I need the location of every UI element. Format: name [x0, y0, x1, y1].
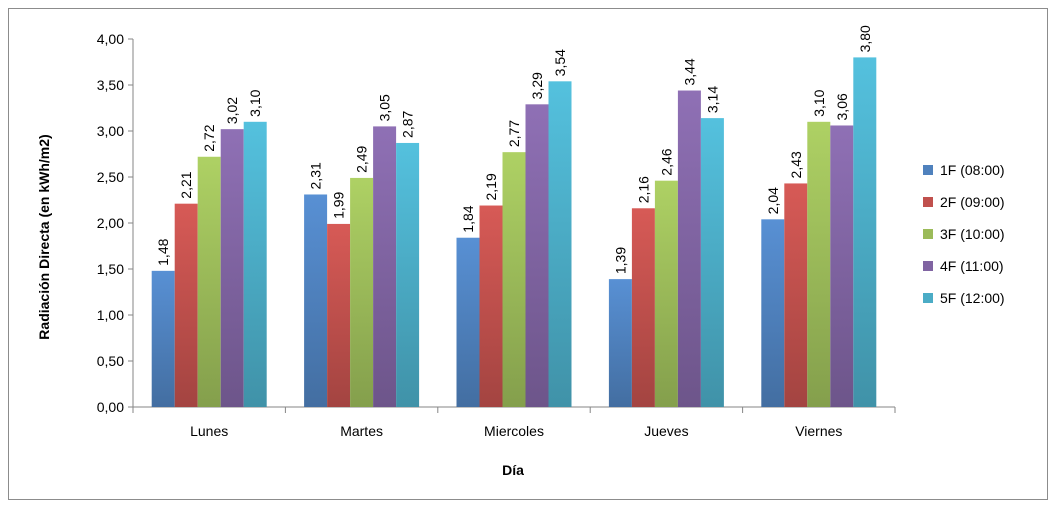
data-label: 3,06: [834, 93, 850, 120]
data-label: 2,31: [308, 162, 324, 189]
bar: [784, 183, 808, 407]
chart-frame: 0,00 0,50 1,00 1,50 2,00 2,50 3,00 3,50 4,00 1,48…: [8, 8, 1048, 500]
bar: [197, 156, 221, 407]
data-label: 2,77: [506, 120, 522, 147]
bar: [174, 203, 198, 407]
legend-label: 2F (09:00): [940, 194, 1005, 210]
x-tick-label: Lunes: [190, 423, 228, 439]
bar: [243, 121, 267, 408]
bar: [396, 142, 420, 407]
data-label: 2,43: [788, 151, 804, 178]
data-label: 3,05: [377, 94, 393, 121]
x-axis-title: Día: [502, 462, 524, 478]
bar: [151, 270, 175, 407]
y-tick-label: 1,50: [97, 261, 124, 277]
data-label: 2,19: [483, 173, 499, 200]
data-label: 2,72: [201, 124, 217, 151]
bar: [350, 177, 374, 407]
y-tick-label: 4,00: [97, 31, 124, 47]
data-label: 1,84: [460, 205, 476, 232]
data-label: 3,80: [857, 25, 873, 52]
y-tick-label: 3,00: [97, 123, 124, 139]
legend-swatch: [923, 229, 933, 239]
x-tick-label: Martes: [340, 423, 383, 439]
bar: [304, 194, 328, 407]
legend: 1F (08:00) 2F (09:00) 3F (10:00) 4F (11:00)…: [923, 162, 1005, 306]
legend-swatch: [923, 165, 933, 175]
data-label: 2,21: [178, 171, 194, 198]
data-label: 3,44: [681, 58, 697, 85]
data-label: 3,14: [704, 86, 720, 113]
data-label: 3,02: [224, 97, 240, 124]
bar: [608, 279, 632, 407]
y-tick-label: 0,00: [97, 399, 124, 415]
y-tick-label: 2,00: [97, 215, 124, 231]
bar: [548, 81, 572, 407]
data-label: 1,48: [155, 238, 171, 265]
legend-swatch: [923, 197, 933, 207]
data-label: 2,46: [658, 148, 674, 175]
y-tick-label: 1,00: [97, 307, 124, 323]
x-tick-label: Viernes: [795, 423, 842, 439]
legend-swatch: [923, 293, 933, 303]
legend-label: 1F (08:00): [940, 162, 1005, 178]
bar: [456, 237, 480, 407]
data-label: 2,87: [400, 110, 416, 137]
bar: [677, 90, 701, 408]
plot-area: 0,00 0,50 1,00 1,50 2,00 2,50 3,00 3,50 4,00 1,48…: [97, 25, 896, 439]
bar: [807, 121, 831, 408]
bar: [853, 57, 877, 408]
bar: [631, 208, 655, 407]
bar: [700, 118, 724, 408]
data-label: 2,04: [765, 187, 781, 214]
data-label: 3,10: [247, 89, 263, 116]
data-label: 1,99: [331, 191, 347, 218]
data-label: 3,29: [529, 72, 545, 99]
data-label: 2,49: [354, 145, 370, 172]
legend-swatch: [923, 261, 933, 271]
data-label: 3,10: [811, 89, 827, 116]
bar: [327, 223, 351, 407]
data-label: 2,16: [635, 176, 651, 203]
data-label: 3,54: [552, 49, 568, 76]
legend-label: 3F (10:00): [940, 226, 1005, 242]
legend-label: 5F (12:00): [940, 290, 1005, 306]
y-tick-label: 2,50: [97, 169, 124, 185]
legend-label: 4F (11:00): [940, 258, 1004, 274]
x-tick-label: Jueves: [644, 423, 688, 439]
y-tick-label: 3,50: [97, 77, 124, 93]
y-axis-title: Radiación Directa (en kWh/m2): [36, 134, 52, 339]
data-label: 1,39: [612, 247, 628, 274]
bar: [502, 152, 526, 407]
bar: [830, 125, 854, 407]
bar: [220, 129, 244, 407]
bar: [654, 180, 678, 407]
bar: [373, 126, 397, 408]
bar: [525, 104, 549, 407]
bar: [761, 219, 785, 407]
x-tick-label: Miercoles: [484, 423, 544, 439]
bar-chart: 0,00 0,50 1,00 1,50 2,00 2,50 3,00 3,50 4,00 1,48…: [36, 25, 1005, 478]
y-tick-label: 0,50: [97, 353, 124, 369]
bar: [479, 205, 503, 407]
